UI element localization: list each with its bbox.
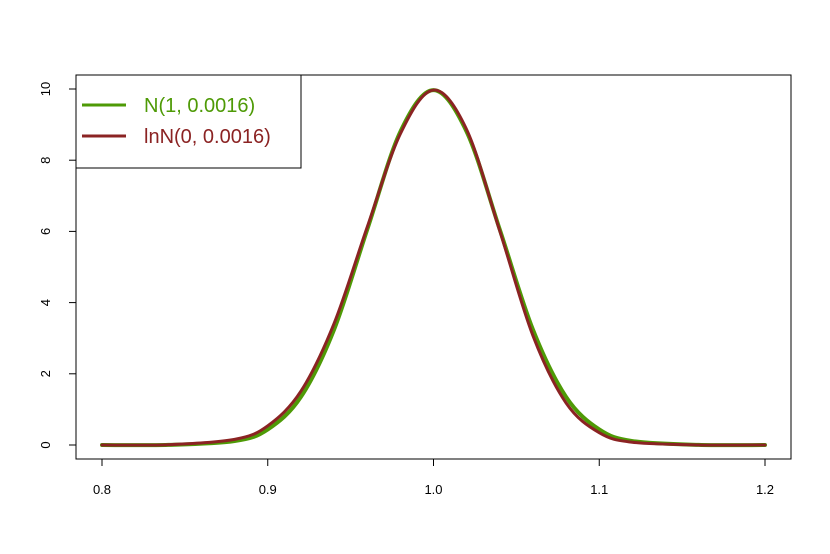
- x-tick-label: 0.9: [259, 482, 277, 497]
- y-tick-label: 6: [38, 228, 53, 235]
- y-tick-label: 10: [38, 82, 53, 96]
- x-tick-label: 1.2: [756, 482, 774, 497]
- x-tick-label: 1.1: [590, 482, 608, 497]
- y-axis: 0 2 4 6 8 10: [38, 82, 77, 449]
- legend-box: [75, 74, 302, 169]
- legend: N(1, 0.0016) lnN(0, 0.0016): [75, 74, 302, 169]
- x-axis: 0.8 0.9 1.0 1.1 1.2: [93, 458, 774, 497]
- y-tick-label: 8: [38, 157, 53, 164]
- y-tick-label: 4: [38, 299, 53, 306]
- y-tick-label: 0: [38, 441, 53, 448]
- series-layer: [100, 88, 767, 448]
- x-tick-label: 1.0: [424, 482, 442, 497]
- legend-label-lognormal: lnN(0, 0.0016): [144, 126, 271, 148]
- legend-label-normal: N(1, 0.0016): [144, 95, 255, 117]
- series-line-1: [100, 88, 767, 447]
- y-tick-label: 2: [38, 370, 53, 377]
- x-tick-label: 0.8: [93, 482, 111, 497]
